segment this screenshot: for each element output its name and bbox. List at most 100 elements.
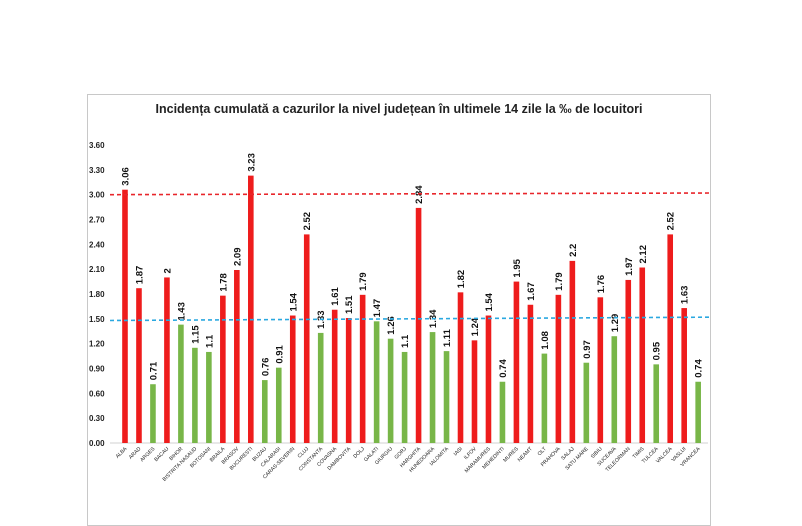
bar <box>583 362 590 443</box>
data-label: 1.97 <box>624 257 635 276</box>
bar <box>653 364 660 443</box>
category-label: BACAU <box>153 446 170 463</box>
bar <box>289 315 296 443</box>
bar <box>220 295 226 443</box>
y-tick-label: 1.50 <box>89 315 105 324</box>
data-label: 0.71 <box>148 361 159 380</box>
bar <box>485 315 492 443</box>
y-tick-label: 0.30 <box>89 414 105 423</box>
reference-line <box>109 316 710 322</box>
data-label: 0.74 <box>694 359 705 378</box>
data-label: 1.08 <box>540 331 551 350</box>
bar <box>541 353 548 443</box>
data-label: 2.09 <box>232 247 243 266</box>
data-label: 2 <box>162 268 173 273</box>
bar <box>373 321 380 443</box>
data-label: 1.61 <box>330 287 341 306</box>
bar <box>303 234 310 443</box>
data-label: 3.23 <box>246 153 257 172</box>
bar <box>499 381 506 443</box>
bar <box>317 332 324 443</box>
data-label: 1.79 <box>554 272 565 291</box>
y-tick-label: 2.40 <box>89 240 105 249</box>
y-tick-label: 0.00 <box>89 439 105 448</box>
bar <box>639 267 646 443</box>
data-label: 2.52 <box>302 212 313 231</box>
bar <box>555 294 562 443</box>
data-label: 1.15 <box>190 325 201 344</box>
bar <box>401 351 408 443</box>
data-label: 3.06 <box>120 167 131 186</box>
bar <box>192 347 198 443</box>
bar <box>513 281 520 443</box>
data-label: 1.26 <box>386 316 397 335</box>
bar <box>625 279 632 443</box>
category-label: OLT <box>537 446 549 458</box>
y-tick-label: 1.80 <box>89 290 105 299</box>
bar <box>471 340 478 443</box>
category-label: VALCEA <box>655 446 674 465</box>
y-tick-label: 3.00 <box>89 191 105 200</box>
chart-title: Incidența cumulată a cazurilor la nivel … <box>155 102 643 116</box>
data-label: 1.67 <box>526 282 537 301</box>
bar <box>457 292 464 443</box>
data-label: 0.91 <box>274 344 285 363</box>
bar <box>695 381 701 443</box>
data-label: 2.52 <box>666 212 677 231</box>
bar <box>527 304 534 443</box>
y-tick-label: 0.90 <box>89 365 105 374</box>
bar <box>415 207 422 443</box>
reference-line <box>109 192 710 196</box>
category-label: ALBA <box>115 446 129 460</box>
data-label: 1.47 <box>372 299 383 318</box>
data-label: 1.63 <box>680 286 691 305</box>
bar <box>681 308 687 443</box>
bar <box>429 332 436 443</box>
bar <box>597 297 604 443</box>
data-label: 0.74 <box>498 359 509 378</box>
y-tick-label: 0.60 <box>89 389 105 398</box>
data-label: 1.54 <box>484 292 495 311</box>
bar <box>667 234 674 443</box>
data-label: 1.95 <box>512 258 523 277</box>
bar <box>275 367 282 443</box>
y-tick-label: 3.30 <box>89 166 105 175</box>
chart-frame <box>87 94 711 526</box>
data-label: 1.54 <box>288 292 299 311</box>
data-label: 1.24 <box>470 317 481 336</box>
data-label: 1.43 <box>176 302 187 321</box>
data-label: 1.51 <box>344 295 355 314</box>
bar <box>359 294 366 443</box>
bar <box>443 351 450 443</box>
data-label: 1.1 <box>204 334 215 348</box>
data-label: 1.76 <box>596 275 607 294</box>
data-label: 2.12 <box>638 245 649 264</box>
bar <box>136 288 142 443</box>
bar <box>122 189 128 443</box>
data-label: 1.1 <box>400 334 411 348</box>
bar <box>178 324 184 443</box>
bar <box>261 380 268 443</box>
data-label: 0.95 <box>652 341 663 360</box>
data-label: 1.87 <box>134 266 145 285</box>
category-label: NEAMT <box>517 446 535 464</box>
bar <box>150 384 156 443</box>
data-label: 1.29 <box>610 314 621 333</box>
y-tick-label: 1.20 <box>89 340 105 349</box>
bar <box>331 309 338 443</box>
bar <box>164 277 170 443</box>
bar <box>206 351 212 443</box>
data-label: 0.97 <box>582 340 593 359</box>
category-label: IASI <box>453 446 464 457</box>
y-tick-label: 2.10 <box>89 265 105 274</box>
bar <box>248 175 254 443</box>
data-label: 1.11 <box>442 328 453 347</box>
data-label: 2.2 <box>568 244 579 257</box>
data-label: 1.82 <box>456 270 467 289</box>
data-label: 1.78 <box>218 273 229 292</box>
bar <box>345 318 352 443</box>
data-label: 0.76 <box>260 358 271 377</box>
y-tick-label: 2.70 <box>89 216 105 225</box>
data-label: 1.79 <box>358 272 369 291</box>
